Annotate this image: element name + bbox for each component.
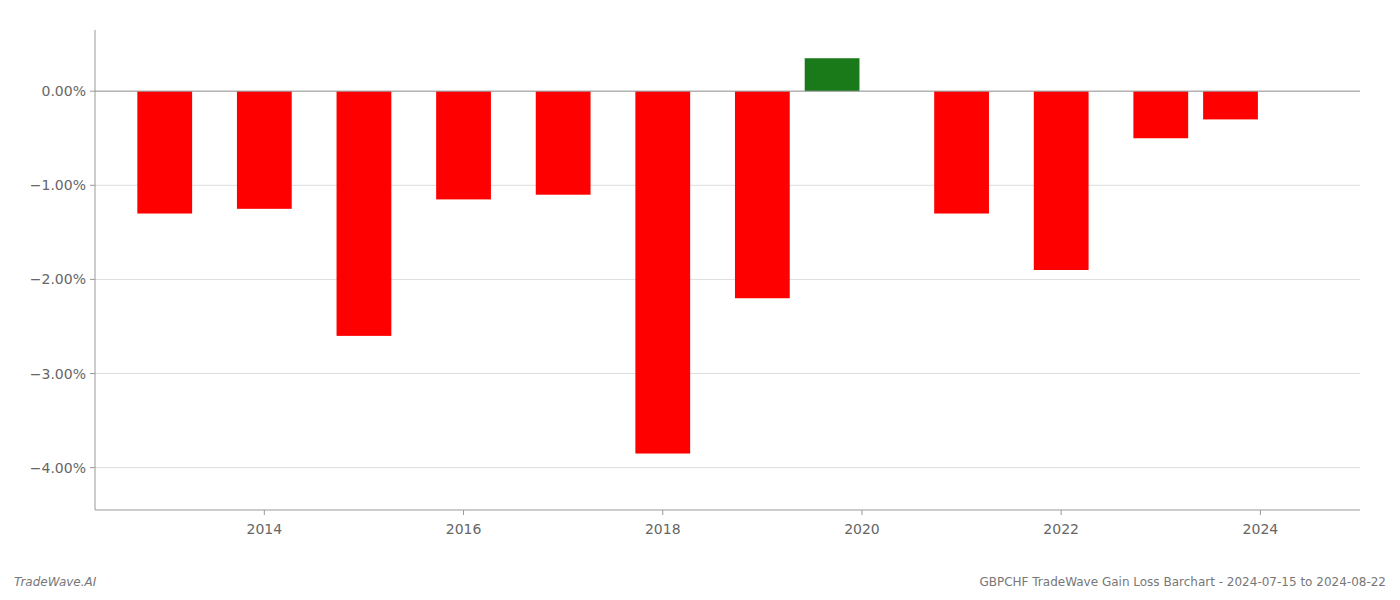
bar (735, 91, 790, 298)
x-tick (861, 510, 862, 515)
x-tick-label: 2024 (1243, 521, 1279, 537)
y-tick-label: −4.00% (30, 460, 86, 476)
bar (805, 58, 860, 91)
x-tick-label: 2016 (446, 521, 482, 537)
y-axis-line (95, 30, 96, 510)
footer-left: TradeWave.AI (14, 575, 97, 589)
y-tick (90, 373, 95, 374)
bar (635, 91, 690, 453)
bars (137, 58, 1258, 453)
y-tick (90, 467, 95, 468)
background (0, 0, 1400, 600)
x-tick-label: 2014 (247, 521, 283, 537)
x-axis-line (95, 510, 1360, 511)
grid-line (95, 373, 1360, 374)
y-tick (90, 91, 95, 92)
bar (237, 91, 292, 209)
y-tick-label: 0.00% (42, 83, 86, 99)
x-tick-label: 2018 (645, 521, 681, 537)
zero-line (95, 91, 1360, 92)
bar (436, 91, 491, 199)
bar (337, 91, 392, 336)
y-tick-label: −3.00% (30, 366, 86, 382)
y-axis: 0.00% −1.00% −2.00% −3.00% −4.00% (30, 30, 95, 510)
y-tick-label: −1.00% (30, 177, 86, 193)
bar (137, 91, 192, 213)
y-tick (90, 185, 95, 186)
x-tick-label: 2020 (844, 521, 880, 537)
footer-right: GBPCHF TradeWave Gain Loss Barchart - 20… (979, 575, 1386, 589)
bar (934, 91, 989, 213)
bar (1133, 91, 1188, 138)
chart: 0.00%−1.00%−2.00%−3.00%−4.00%20142016201… (0, 0, 1400, 600)
bar (1034, 91, 1089, 270)
grid-line (95, 91, 1360, 92)
x-tick-label: 2022 (1043, 521, 1079, 537)
grid-line (95, 467, 1360, 468)
x-tick (264, 510, 265, 515)
x-tick (1061, 510, 1062, 515)
grid (95, 91, 1360, 467)
x-tick (463, 510, 464, 515)
x-tick (1260, 510, 1261, 515)
grid-line (95, 279, 1360, 280)
y-tick (90, 279, 95, 280)
bar (536, 91, 591, 195)
bar (1203, 91, 1258, 119)
x-tick (662, 510, 663, 515)
x-axis: 2014 2016 2018 2020 2022 2024 (95, 510, 1360, 537)
y-tick-label: −2.00% (30, 271, 86, 287)
